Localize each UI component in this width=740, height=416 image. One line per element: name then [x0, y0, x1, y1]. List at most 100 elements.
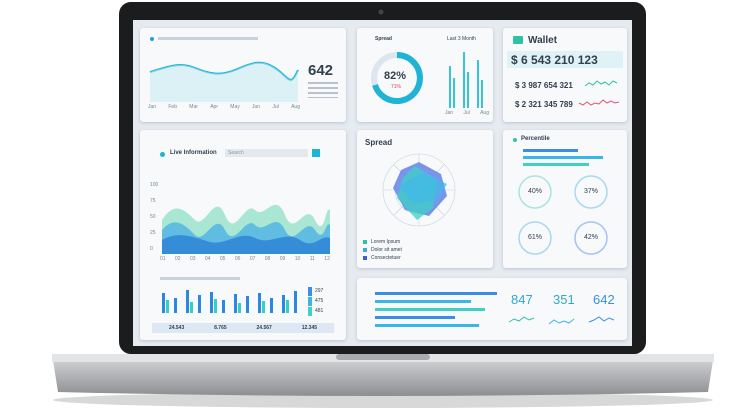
spark-down [578, 99, 620, 106]
bar [214, 299, 217, 313]
month-label: Mar [189, 104, 198, 110]
radar-panel: Spread Lorem Ipsum Dolor sit amet Consecte… [357, 130, 493, 268]
wallet-panel: Wallet $ 6 543 210 123 $ 3 987 654 321 $… [503, 28, 627, 122]
legend-entry: Lorem Ipsum [371, 239, 401, 245]
bar [198, 295, 201, 313]
legend: 297 475 481 [308, 287, 323, 317]
bar [375, 308, 485, 311]
hbars [375, 292, 497, 327]
donut-percent: 82% [384, 70, 407, 82]
x-tick-label: 10 [294, 256, 301, 262]
total-value: 8.765 [214, 325, 227, 331]
bar [186, 290, 189, 313]
x-tick-label: 02 [174, 256, 181, 262]
y-tick-label: 25 [150, 230, 156, 236]
swatch [363, 256, 367, 260]
radar-title: Spread [365, 138, 393, 147]
bar-label: Aug [480, 110, 489, 116]
y-tick-label: 100 [150, 182, 159, 188]
y-tick-label: 50 [150, 214, 156, 220]
bar [282, 295, 285, 313]
shape [399, 172, 447, 204]
donut-arc [372, 52, 423, 104]
base [52, 354, 714, 396]
total-value: 24.567 [256, 325, 272, 331]
bar [481, 80, 483, 108]
swatch [363, 240, 367, 244]
wallet-down: $ 2 321 345 789 [515, 100, 573, 109]
spark [548, 318, 575, 325]
x-tick-label: 07 [249, 256, 256, 262]
panel-title: Spread [375, 36, 392, 42]
highlight [507, 51, 623, 68]
x-tick-label: 12 [324, 256, 330, 262]
ring-label: 40% [527, 188, 542, 195]
rings [518, 175, 608, 255]
spark [588, 316, 615, 323]
y-tick-label: 75 [150, 198, 156, 204]
bar [190, 302, 193, 313]
wallet-total: $ 6 543 210 123 [511, 53, 598, 67]
month-label: Apr [210, 104, 218, 110]
add-button[interactable] [312, 149, 320, 157]
search-box[interactable]: Search [225, 149, 308, 157]
bars [449, 52, 483, 108]
bar-label: Jul [463, 110, 470, 116]
bar [246, 296, 249, 313]
bar [375, 316, 455, 319]
bar-label: Jan [445, 110, 454, 116]
legend: Lorem Ipsum Dolor sit amet Consectetuer [371, 238, 402, 262]
month-axis: Jan Feb Mar Apr May Jun Jul Aug [148, 104, 300, 110]
bar [523, 163, 589, 166]
caption [158, 37, 258, 40]
dot [160, 152, 165, 157]
bar [234, 294, 237, 313]
spread-panel: Spread Last 3 Month 82% 71% Jan Jul Aug [357, 28, 493, 122]
y-tick-label: 0 [150, 246, 153, 252]
legend-entry: Dolor sit amet [371, 247, 402, 253]
month-label: Jul [272, 104, 279, 110]
bars [162, 290, 297, 313]
bar [262, 301, 265, 313]
note [308, 82, 338, 98]
percentile-chart [518, 149, 608, 255]
bar [375, 300, 471, 303]
percentile-panel: Percentile 40% 37% 61% 42% [503, 130, 627, 268]
period: Last 3 Month [447, 36, 476, 42]
legend-entry: 481 [308, 307, 323, 316]
bar [238, 303, 241, 313]
live-title: Live Information [170, 150, 217, 156]
bar [162, 293, 165, 313]
x-tick-label: 05 [219, 256, 226, 262]
bar [270, 298, 273, 313]
x-tick-label: 06 [234, 256, 241, 262]
ring [574, 175, 608, 209]
bar [174, 298, 177, 313]
wallet-title: Wallet [528, 35, 558, 46]
stat-value: 642 [593, 292, 615, 307]
month-label: Jan [148, 104, 157, 110]
bar [523, 149, 578, 152]
month-label: Jun [252, 104, 261, 110]
totals-strip [152, 323, 334, 333]
wallet-sparks [578, 80, 620, 106]
x-tick-label: 01 [160, 256, 166, 262]
camera [378, 9, 384, 15]
trend-panel: Jan Feb Mar Apr May Jun Jul Aug 642 [140, 28, 346, 122]
bar [258, 293, 261, 313]
bar [286, 300, 289, 313]
x-tick-label: 08 [264, 256, 271, 262]
trend-chart [149, 37, 299, 102]
caption [160, 277, 240, 280]
bar-axis: Jan Jul Aug [445, 110, 489, 116]
live-chart [152, 204, 334, 333]
stat-value: 847 [511, 292, 533, 307]
bar [294, 291, 297, 313]
ring [518, 221, 552, 255]
bar [375, 324, 479, 327]
spark-up [584, 80, 618, 87]
live-panel: Live Information Search 100 75 50 25 0 01 02 0… [140, 130, 346, 340]
bar [463, 52, 465, 108]
radar-chart [363, 153, 456, 260]
